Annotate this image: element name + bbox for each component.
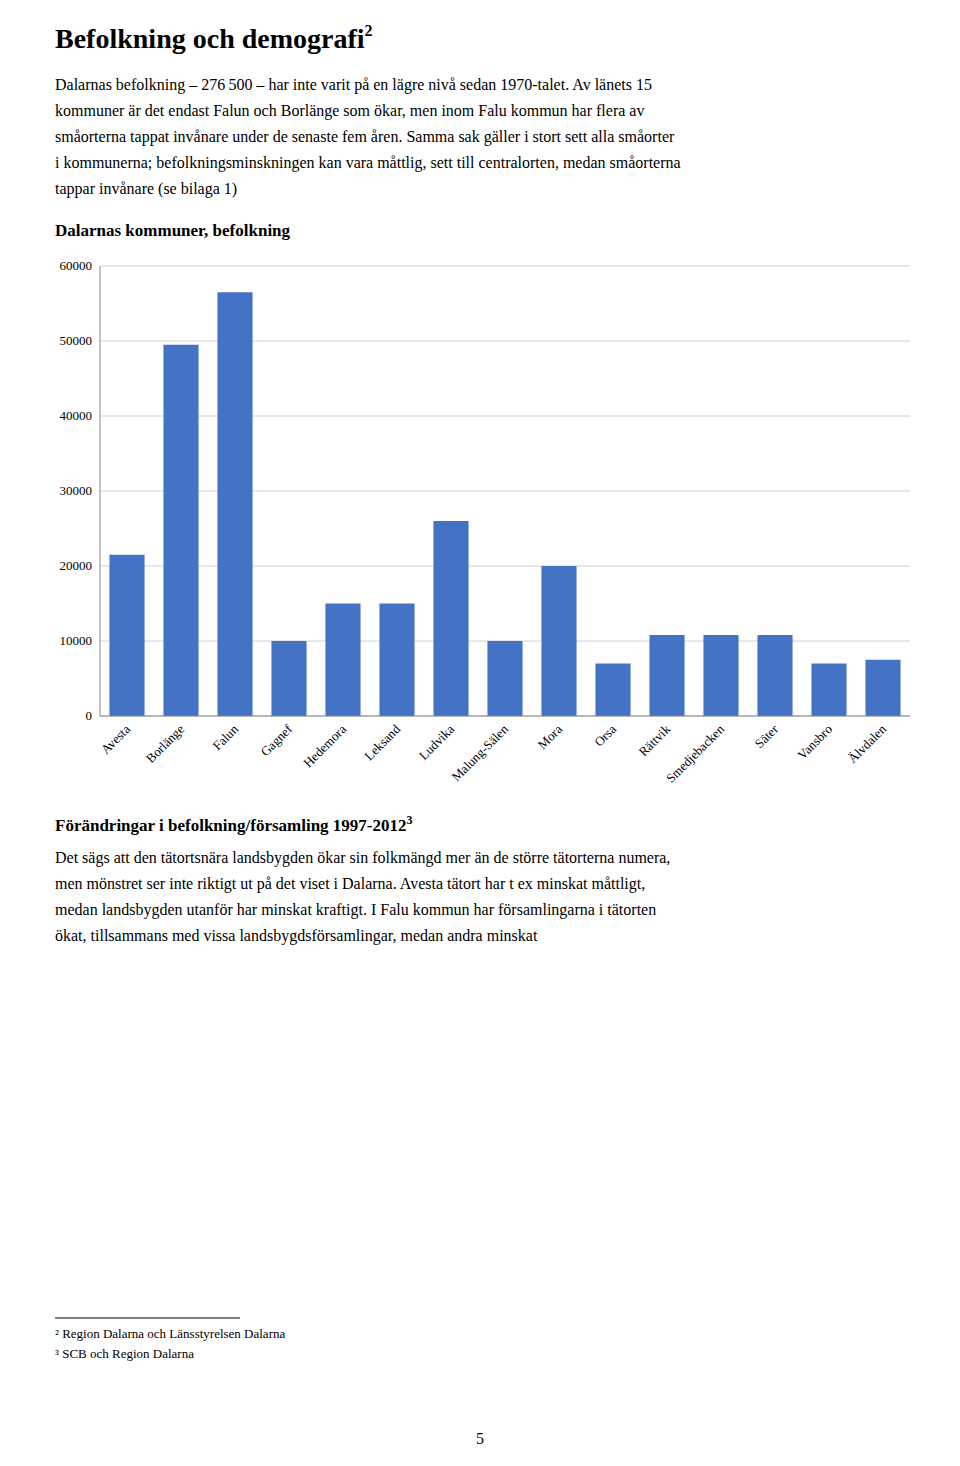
x-tick-label: Mora (535, 721, 566, 752)
x-tick-label: Malung-Sälen (448, 721, 511, 784)
bar (109, 555, 144, 716)
page-number: 5 (476, 1430, 484, 1447)
x-tick-label: Orsa (591, 721, 619, 749)
chart-title: Dalarnas kommuner, befolkning (55, 221, 291, 240)
x-tick-label: Borlänge (143, 721, 187, 765)
y-tick-label: 30000 (60, 483, 93, 498)
x-tick-label: Säter (752, 721, 782, 751)
bar (379, 604, 414, 717)
bar (433, 521, 468, 716)
bar (217, 292, 252, 716)
y-tick-label: 50000 (60, 333, 93, 348)
paragraph-line: men mönstret ser inte riktigt ut på det … (55, 875, 645, 893)
bar (163, 345, 198, 716)
bars (109, 292, 900, 716)
bar (541, 566, 576, 716)
bar (649, 635, 684, 716)
bar (325, 604, 360, 717)
bar (487, 641, 522, 716)
y-tick-label: 10000 (60, 633, 93, 648)
bar (703, 635, 738, 716)
footnote: ² Region Dalarna och Länsstyrelsen Dalar… (55, 1326, 285, 1341)
x-tick-label: Hedemora (300, 721, 349, 770)
x-tick-label: Gagnef (257, 721, 295, 759)
paragraph-line: ökat, tillsammans med vissa landsbygdsfö… (55, 927, 538, 945)
paragraph-line: småorterna tappat invånare under de sena… (55, 128, 675, 146)
x-tick-label: Rättvik (635, 721, 673, 759)
x-tick-label: Leksand (361, 721, 403, 763)
bar (811, 664, 846, 717)
bar-chart: 0 10000 20000 30000 40000 50000 60000 AvestaBor… (60, 258, 911, 786)
x-tick-label: Smedjebacken (663, 721, 728, 786)
page: Befolkning och demografi2 Dalarnas befolk… (0, 0, 960, 1466)
footnote-separator (55, 1318, 240, 1319)
x-tick-label: Ludvika (416, 721, 457, 762)
paragraph-line: tappar invånare (se bilaga 1) (55, 180, 237, 198)
heading: Befolkning och demografi2 (55, 22, 373, 54)
y-tick-label: 40000 (60, 408, 93, 423)
footnote: ³ SCB och Region Dalarna (55, 1346, 194, 1361)
paragraph-line: kommuner är det endast Falun och Borläng… (55, 102, 644, 120)
section-title-text: Förändringar i befolkning/församling 199… (55, 816, 407, 835)
heading-super: 2 (365, 22, 373, 39)
y-axis-line (100, 266, 101, 716)
x-axis-line (100, 716, 910, 717)
y-tick-label: 20000 (60, 558, 93, 573)
paragraph-line: i kommunerna; befolkningsminskningen kan… (55, 154, 681, 172)
x-tick-label: Älvdalen (845, 721, 890, 766)
x-tick-label: Avesta (98, 721, 134, 757)
section-title: Förändringar i befolkning/församling 199… (55, 813, 413, 835)
x-tick-label: Falun (210, 721, 242, 753)
y-tick-label: 0 (86, 708, 93, 723)
section-title-super: 3 (407, 813, 413, 827)
grid (100, 266, 910, 716)
paragraph-line: medan landsbygden utanför har minskat kr… (55, 901, 656, 919)
paragraph-line: Det sägs att den tätortsnära landsbygden… (55, 849, 670, 867)
x-tick-label: Vansbro (794, 722, 835, 763)
paragraph-line: Dalarnas befolkning – 276 500 – har inte… (55, 76, 652, 94)
bar (595, 664, 630, 717)
grid-line (100, 716, 910, 717)
bar (757, 635, 792, 716)
grid-line (100, 266, 910, 267)
background (0, 0, 960, 1466)
bar (271, 641, 306, 716)
bar (865, 660, 900, 716)
y-tick-label: 60000 (60, 258, 93, 273)
heading-text: Befolkning och demografi (55, 23, 365, 54)
